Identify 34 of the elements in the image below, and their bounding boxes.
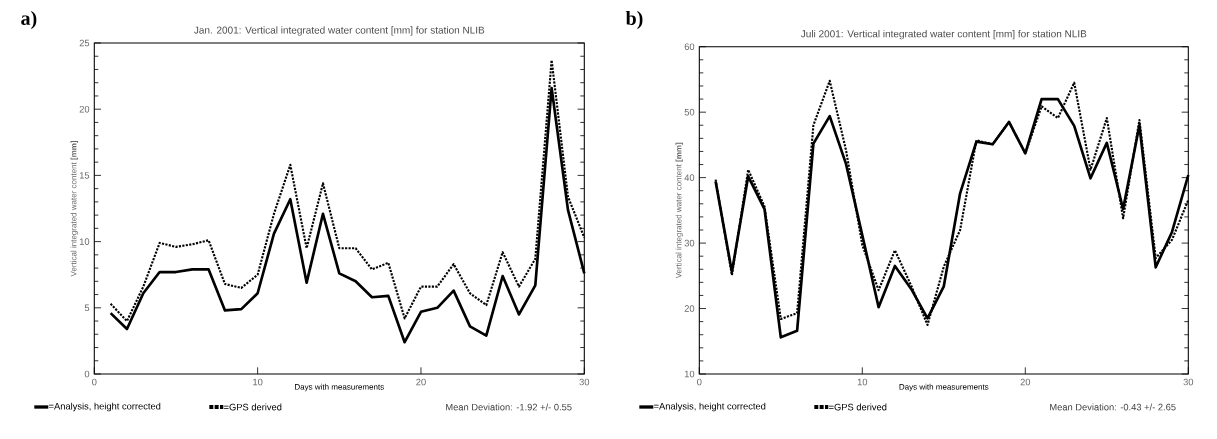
y-axis-title: Vertical integrated water content [mm]: [675, 142, 684, 279]
text: a): [21, 10, 37, 30]
y-tick-label: 25: [79, 39, 90, 47]
y-tick-label: 10: [684, 370, 695, 378]
x-tick-label: 10: [857, 378, 868, 386]
y-axis-title: Vertical integrated water content [mm]: [70, 140, 79, 277]
x-tick-label: 0: [92, 378, 97, 386]
y-tick-label: 40: [684, 174, 695, 181]
text: Mean Deviation: -1.92 +/- 0.55: [446, 403, 572, 411]
legend-label: =Analysis, height corrected: [49, 402, 161, 412]
x-tick-label: 20: [416, 378, 426, 386]
chart-title: Jan. 2001: Vertical integrated water content [mm] for station NLIB: [194, 26, 485, 36]
x-axis-title: Days with measurements: [295, 383, 384, 392]
y-tick-label: 20: [79, 105, 90, 113]
legend-label: =GPS derived: [829, 403, 887, 411]
x-axis-title: Days with measurements: [899, 383, 989, 392]
y-tick-label: 20: [684, 305, 695, 312]
x-tick-label: 30: [579, 378, 590, 386]
y-tick-label: 15: [79, 172, 90, 179]
y-tick-label: 60: [684, 43, 695, 50]
y-tick-label: 50: [684, 108, 695, 116]
x-tick-label: 30: [1183, 378, 1194, 386]
y-tick-label: 5: [84, 304, 90, 312]
y-tick-label: 0: [84, 370, 90, 378]
legend-label: =Analysis, height corrected: [654, 402, 766, 412]
y-tick-label: 10: [79, 238, 90, 245]
legend-label: =GPS derived: [224, 403, 282, 411]
x-tick-label: 10: [253, 378, 263, 386]
y-tick-label: 30: [684, 239, 695, 247]
x-tick-label: 0: [697, 378, 702, 386]
text: Mean Deviation: -0.43 +/- 2.65: [1050, 403, 1176, 411]
chart-title: Juli 2001: Vertical integrated water content [mm] for station NLIB: [800, 30, 1087, 40]
x-tick-label: 20: [1020, 378, 1031, 386]
text: b): [625, 10, 643, 30]
